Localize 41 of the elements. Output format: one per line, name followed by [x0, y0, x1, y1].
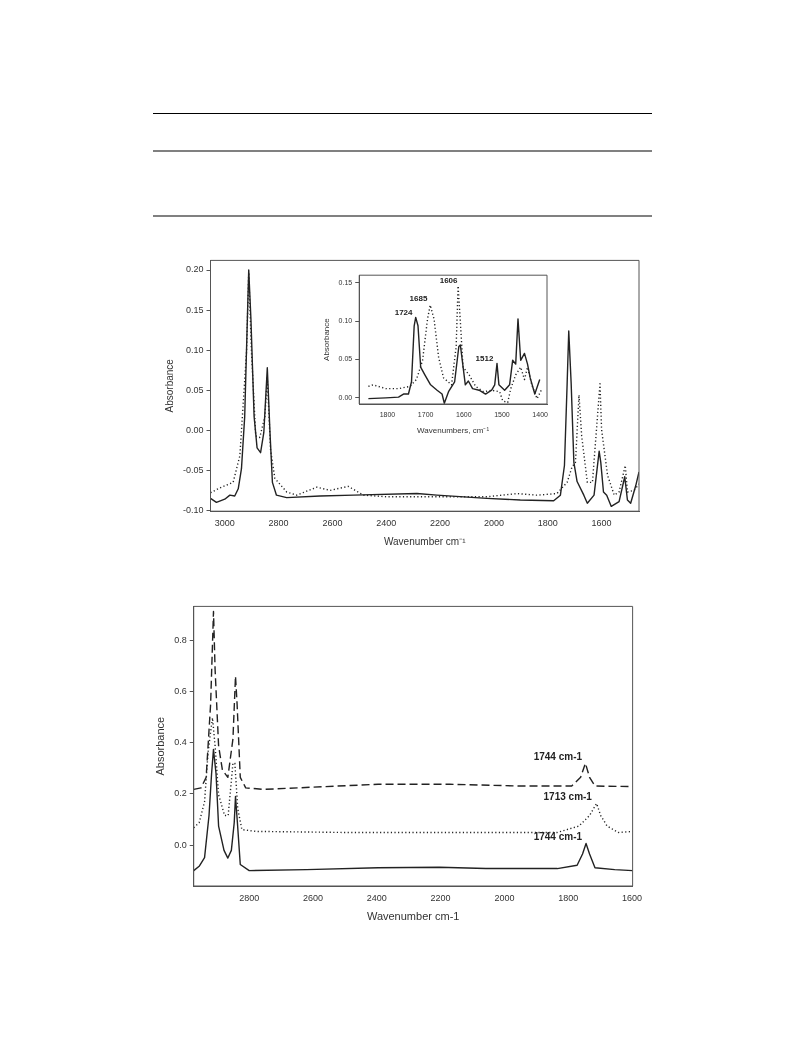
y-tick-label: 0.15 — [185, 304, 204, 315]
y-tick-label: 0.00 — [185, 424, 204, 435]
y-axis-title: Absorbance — [153, 716, 166, 776]
x-axis-title: Wavenumber cm-1 — [366, 910, 460, 923]
x-tick-label: 2600 — [322, 518, 343, 529]
x-tick-label: 2000 — [483, 518, 504, 529]
x-tick-label: 2400 — [366, 892, 387, 903]
x-tick-label: 3000 — [214, 518, 235, 529]
x-tick-label: 1600 — [621, 892, 642, 903]
x-tick-label: 2200 — [430, 518, 451, 529]
y-tick-label: 0.20 — [185, 264, 204, 275]
y-tick-label: -0.10 — [183, 504, 204, 515]
x-axis-title: Wavenumber cm⁻¹ — [383, 535, 467, 547]
x-tick-label: 2000 — [494, 892, 515, 903]
x-tick-label: 1800 — [558, 892, 579, 903]
x-tick-label: 1600 — [591, 518, 612, 529]
annotation: 1713 cm-1 — [543, 791, 593, 803]
y-tick-label: 0.8 — [174, 634, 187, 645]
x-tick-label: 2800 — [239, 892, 260, 903]
y-axis-title: Absorbance — [163, 358, 175, 413]
x-tick-label: 1800 — [537, 518, 558, 529]
x-axis-title: Wavenumbers, cm⁻¹ — [417, 426, 490, 436]
y-tick-label: -0.05 — [183, 464, 204, 475]
x-tick-label: 2200 — [430, 892, 451, 903]
annotation: 1744 cm-1 — [533, 831, 583, 843]
x-tick-label: 2800 — [268, 518, 289, 529]
y-tick-label: 0.6 — [174, 685, 187, 696]
annotation: 1724 — [394, 307, 414, 317]
annotation: 1606 — [439, 276, 459, 286]
annotation: 1744 cm-1 — [533, 750, 583, 762]
y-axis-title: Absorbance — [322, 317, 331, 361]
line-series — [367, 285, 542, 404]
y-tick-label: 0.4 — [174, 737, 187, 748]
y-tick-label: 0.05 — [185, 384, 204, 395]
x-tick-label: 2400 — [376, 518, 397, 529]
x-tick-label: 2600 — [302, 892, 324, 903]
annotation: 1512 — [475, 353, 494, 363]
y-tick-label: 0.2 — [174, 788, 187, 799]
annotation: 1685 — [409, 293, 428, 303]
y-tick-label: 0.0 — [174, 839, 187, 850]
y-tick-label: 0.10 — [185, 344, 204, 355]
